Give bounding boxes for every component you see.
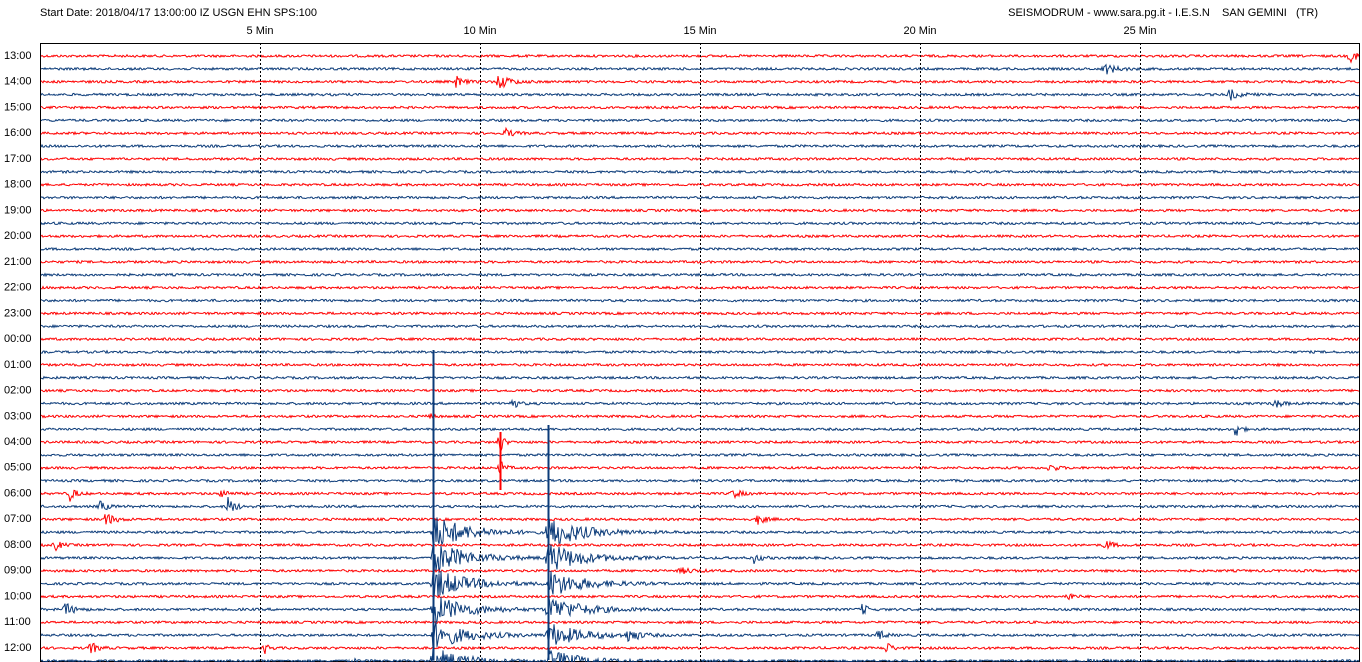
hour-label: 12:00	[4, 642, 32, 654]
trace	[40, 375, 1360, 381]
trace	[40, 540, 1360, 552]
trace	[40, 323, 1360, 329]
hour-label: 15:00	[4, 101, 32, 113]
header-right: SEISMODRUM - www.sara.pg.it - I.E.S.N SA…	[1008, 7, 1318, 19]
trace	[40, 298, 1360, 303]
hour-label: 11:00	[4, 616, 31, 628]
trace	[40, 195, 1360, 200]
minute-label: 25 Min	[1123, 25, 1156, 37]
hour-label: 22:00	[4, 282, 32, 294]
minute-label: 20 Min	[903, 25, 936, 37]
hour-label: 18:00	[4, 179, 32, 191]
hour-label: 20:00	[4, 230, 32, 242]
hour-label: 21:00	[4, 256, 32, 268]
trace	[40, 126, 1360, 137]
minute-label: 5 Min	[247, 25, 274, 37]
hour-label: 23:00	[4, 307, 32, 319]
hour-label: 07:00	[4, 513, 32, 525]
hour-label: 05:00	[4, 462, 32, 474]
trace	[40, 437, 1360, 453]
hour-label: 08:00	[4, 539, 32, 551]
hour-label: 13:00	[4, 50, 32, 62]
trace	[40, 156, 1360, 162]
trace	[40, 75, 1360, 89]
hour-label: 14:00	[4, 76, 32, 88]
hour-label: 10:00	[4, 590, 32, 602]
trace	[40, 259, 1360, 265]
hour-label: 03:00	[4, 410, 32, 422]
minute-label: 15 Min	[683, 25, 716, 37]
hour-label: 04:00	[4, 436, 32, 448]
header-left: Start Date: 2018/04/17 13:00:00 IZ USGN …	[40, 7, 317, 19]
minute-label: 10 Min	[463, 25, 496, 37]
hour-label: 19:00	[4, 204, 32, 216]
hour-label: 01:00	[4, 359, 32, 371]
hour-label: 09:00	[4, 565, 32, 577]
hour-label: 00:00	[4, 333, 32, 345]
hour-label: 06:00	[4, 487, 32, 499]
hour-label: 16:00	[4, 127, 32, 139]
hour-label: 02:00	[4, 385, 32, 397]
hour-label: 17:00	[4, 153, 32, 165]
trace	[40, 489, 1360, 502]
